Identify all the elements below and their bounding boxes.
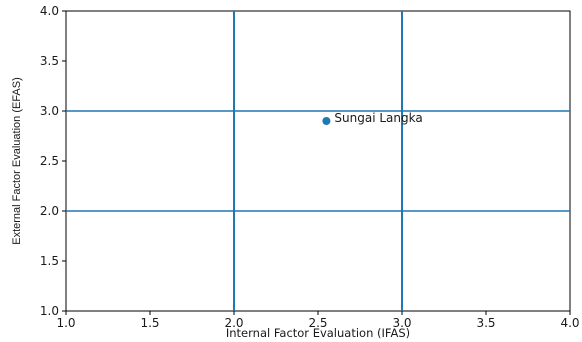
y-axis-ticks: 1.0 1.5 2.0 2.5 3.0 3.5 4.0 bbox=[40, 4, 66, 318]
y-tick-label: 1.0 bbox=[40, 304, 59, 318]
y-tick-label: 3.0 bbox=[40, 104, 59, 118]
y-tick-label: 1.5 bbox=[40, 254, 59, 268]
x-tick-label: 4.0 bbox=[560, 316, 579, 330]
y-tick-label: 2.5 bbox=[40, 154, 59, 168]
x-tick-label: 1.5 bbox=[140, 316, 159, 330]
x-tick-label: 2.0 bbox=[224, 316, 243, 330]
x-tick-label: 3.5 bbox=[476, 316, 495, 330]
x-axis-label: Internal Factor Evaluation (IFAS) bbox=[226, 326, 410, 340]
x-tick-label: 3.0 bbox=[392, 316, 411, 330]
x-axis-ticks: 1.0 1.5 2.0 2.5 3.0 3.5 4.0 bbox=[56, 311, 580, 330]
data-points: Sungai Langka bbox=[322, 111, 423, 125]
y-tick-label: 2.0 bbox=[40, 204, 59, 218]
reference-lines bbox=[66, 11, 570, 311]
x-tick-label: 1.0 bbox=[56, 316, 75, 330]
y-axis-label: External Factor Evaluation (EFAS) bbox=[11, 77, 23, 245]
plot-area bbox=[65, 10, 571, 312]
y-tick-label: 3.5 bbox=[40, 54, 59, 68]
data-point bbox=[322, 117, 331, 125]
x-tick-label: 2.5 bbox=[308, 316, 327, 330]
plot-frame bbox=[65, 10, 571, 312]
y-tick-label: 4.0 bbox=[40, 4, 59, 18]
data-point-label: Sungai Langka bbox=[334, 111, 422, 125]
